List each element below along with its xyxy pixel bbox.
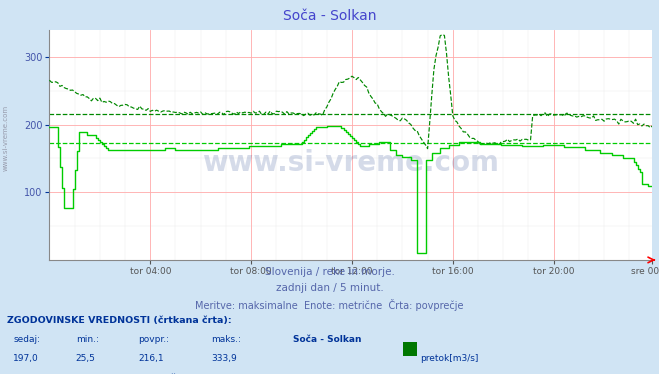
Text: zadnji dan / 5 minut.: zadnji dan / 5 minut. bbox=[275, 283, 384, 293]
Text: 25,5: 25,5 bbox=[76, 354, 96, 363]
Text: www.si-vreme.com: www.si-vreme.com bbox=[2, 105, 9, 171]
Text: 216,1: 216,1 bbox=[138, 354, 164, 363]
Text: www.si-vreme.com: www.si-vreme.com bbox=[202, 149, 500, 177]
Text: ZGODOVINSKE VREDNOSTI (črtkana črta):: ZGODOVINSKE VREDNOSTI (črtkana črta): bbox=[7, 316, 231, 325]
Text: sedaj:: sedaj: bbox=[13, 335, 40, 344]
Text: Soča - Solkan: Soča - Solkan bbox=[283, 9, 376, 23]
Text: povpr.:: povpr.: bbox=[138, 335, 169, 344]
Text: Meritve: maksimalne  Enote: metrične  Črta: povprečje: Meritve: maksimalne Enote: metrične Črta… bbox=[195, 299, 464, 311]
Text: Soča - Solkan: Soča - Solkan bbox=[293, 335, 362, 344]
Text: 197,0: 197,0 bbox=[13, 354, 39, 363]
Text: 333,9: 333,9 bbox=[211, 354, 237, 363]
Text: maks.:: maks.: bbox=[211, 335, 241, 344]
Text: pretok[m3/s]: pretok[m3/s] bbox=[420, 354, 479, 363]
Text: min.:: min.: bbox=[76, 335, 99, 344]
Text: Slovenija / reke in morje.: Slovenija / reke in morje. bbox=[264, 267, 395, 278]
